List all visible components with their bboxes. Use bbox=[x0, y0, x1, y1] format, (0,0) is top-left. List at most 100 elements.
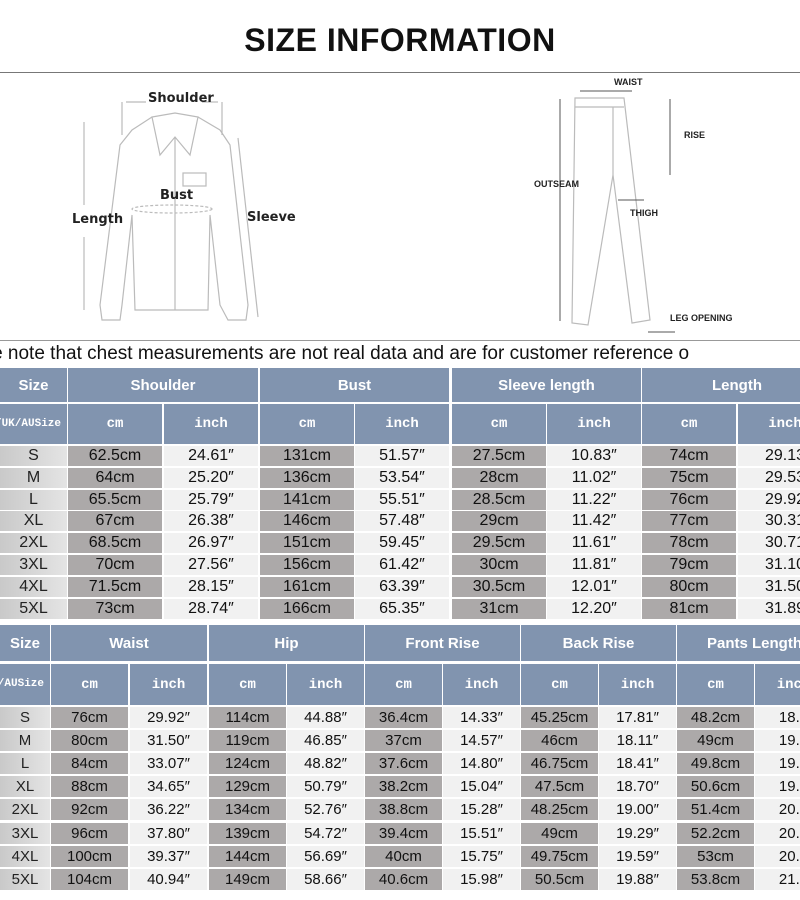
cm-value-cell: 80cm bbox=[642, 576, 736, 597]
inch-value-cell: 65.35″ bbox=[355, 598, 449, 619]
inch-value-cell: 24.61″ bbox=[164, 446, 258, 466]
cm-value-cell: 92cm bbox=[51, 799, 128, 821]
size-cell: XL bbox=[0, 776, 50, 798]
size-cell: 4XL bbox=[0, 845, 50, 867]
unit-header-cm: cm bbox=[260, 404, 354, 444]
cm-value-cell: 139cm bbox=[209, 822, 286, 844]
unit-header-inch: inch bbox=[547, 404, 641, 444]
cm-value-cell: 134cm bbox=[209, 799, 286, 821]
unit-header-cm: cm bbox=[209, 664, 286, 705]
cm-value-cell: 80cm bbox=[51, 730, 128, 752]
cm-value-cell: 49.75cm bbox=[521, 845, 598, 867]
inch-value-cell: 12.20″ bbox=[547, 598, 641, 619]
unit-header-inch: inch bbox=[755, 664, 800, 705]
inch-value-cell: 44.88″ bbox=[287, 707, 364, 728]
size-cell: 4XL bbox=[0, 576, 67, 597]
unit-header-cm: cm bbox=[68, 404, 162, 444]
inch-value-cell: 10.83″ bbox=[547, 446, 641, 466]
size-cell: S bbox=[0, 446, 67, 466]
inch-value-cell: 14.57″ bbox=[443, 730, 520, 752]
inch-value-cell: 39.37″ bbox=[130, 845, 207, 867]
cm-value-cell: 129cm bbox=[209, 776, 286, 798]
cm-value-cell: 77cm bbox=[642, 511, 736, 532]
cm-value-cell: 48.2cm bbox=[677, 707, 754, 728]
cm-value-cell: 156cm bbox=[260, 555, 354, 575]
inch-value-cell: 29.92 bbox=[738, 489, 800, 510]
cm-value-cell: 40.6cm bbox=[365, 868, 442, 890]
cm-value-cell: 38.2cm bbox=[365, 776, 442, 798]
cm-value-cell: 51.4cm bbox=[677, 799, 754, 821]
cm-value-cell: 119cm bbox=[209, 730, 286, 752]
cm-value-cell: 166cm bbox=[260, 598, 354, 619]
inch-value-cell: 30.71 bbox=[738, 533, 800, 554]
cm-value-cell: 100cm bbox=[51, 845, 128, 867]
inch-value-cell: 14.80″ bbox=[443, 753, 520, 775]
inch-value-cell: 55.51″ bbox=[355, 489, 449, 510]
inch-value-cell: 15.75″ bbox=[443, 845, 520, 867]
cm-value-cell: 62.5cm bbox=[68, 446, 162, 466]
inch-value-cell: 59.45″ bbox=[355, 533, 449, 554]
unit-header-inch: inch bbox=[738, 404, 800, 444]
cm-value-cell: 71.5cm bbox=[68, 576, 162, 597]
inch-value-cell: 11.61″ bbox=[547, 533, 641, 554]
cm-value-cell: 81cm bbox=[642, 598, 736, 619]
unit-header-inch: inch bbox=[443, 664, 520, 705]
inch-value-cell: 15.28″ bbox=[443, 799, 520, 821]
measurement-note: ase note that chest measurements are not… bbox=[0, 343, 690, 364]
size-cell: XL bbox=[0, 511, 67, 532]
cm-value-cell: 124cm bbox=[209, 753, 286, 775]
length-label: Length bbox=[72, 212, 123, 227]
inch-value-cell: 29.92″ bbox=[130, 707, 207, 728]
inch-value-cell: 18.70″ bbox=[599, 776, 676, 798]
group-header-front-rise: Front Rise bbox=[365, 625, 520, 661]
size-cell: 5XL bbox=[0, 868, 50, 890]
cm-value-cell: 46cm bbox=[521, 730, 598, 752]
inch-value-cell: 15.98″ bbox=[443, 868, 520, 890]
inch-value-cell: 33.07″ bbox=[130, 753, 207, 775]
cm-value-cell: 141cm bbox=[260, 489, 354, 510]
inch-value-cell: 11.81″ bbox=[547, 555, 641, 575]
cm-value-cell: 38.8cm bbox=[365, 799, 442, 821]
cm-value-cell: 68.5cm bbox=[68, 533, 162, 554]
inch-value-cell: 54.72″ bbox=[287, 822, 364, 844]
inch-value-cell: 63.39″ bbox=[355, 576, 449, 597]
group-header-hip: Hip bbox=[209, 625, 364, 661]
size-cell: S bbox=[0, 707, 50, 728]
inch-value-cell: 31.50″ bbox=[130, 730, 207, 752]
inch-value-cell: 27.56″ bbox=[164, 555, 258, 575]
size-cell: M bbox=[0, 467, 67, 488]
inch-value-cell: 58.66″ bbox=[287, 868, 364, 890]
size-cell: 5XL bbox=[0, 598, 67, 619]
inch-value-cell: 19.2 bbox=[755, 730, 800, 752]
inch-value-cell: 18.11″ bbox=[599, 730, 676, 752]
group-header-length: Length bbox=[642, 368, 800, 402]
inch-value-cell: 18.41″ bbox=[599, 753, 676, 775]
group-header-waist: Waist bbox=[51, 625, 207, 661]
cm-value-cell: 29cm bbox=[452, 511, 546, 532]
cm-value-cell: 49cm bbox=[677, 730, 754, 752]
size-header: Size bbox=[0, 625, 50, 661]
inch-value-cell: 15.51″ bbox=[443, 822, 520, 844]
size-cell: L bbox=[0, 489, 67, 510]
shoulder-label: Shoulder bbox=[148, 91, 214, 106]
cm-value-cell: 104cm bbox=[51, 868, 128, 890]
inch-value-cell: 19.88″ bbox=[599, 868, 676, 890]
page-title: SIZE INFORMATION bbox=[244, 22, 556, 58]
inch-value-cell: 25.20″ bbox=[164, 467, 258, 488]
inch-value-cell: 11.02″ bbox=[547, 467, 641, 488]
inch-value-cell: 40.94″ bbox=[130, 868, 207, 890]
cm-value-cell: 39.4cm bbox=[365, 822, 442, 844]
group-header-sleeve-length: Sleeve length bbox=[452, 368, 641, 402]
cm-value-cell: 131cm bbox=[260, 446, 354, 466]
cm-value-cell: 144cm bbox=[209, 845, 286, 867]
inch-value-cell: 31.10 bbox=[738, 555, 800, 575]
inch-value-cell: 11.22″ bbox=[547, 489, 641, 510]
cm-value-cell: 49cm bbox=[521, 822, 598, 844]
inch-value-cell: 25.79″ bbox=[164, 489, 258, 510]
unit-header-cm: cm bbox=[642, 404, 736, 444]
size-cell: 2XL bbox=[0, 799, 50, 821]
inch-value-cell: 50.79″ bbox=[287, 776, 364, 798]
inch-value-cell: 19.6 bbox=[755, 753, 800, 775]
inch-value-cell: 26.38″ bbox=[164, 511, 258, 532]
